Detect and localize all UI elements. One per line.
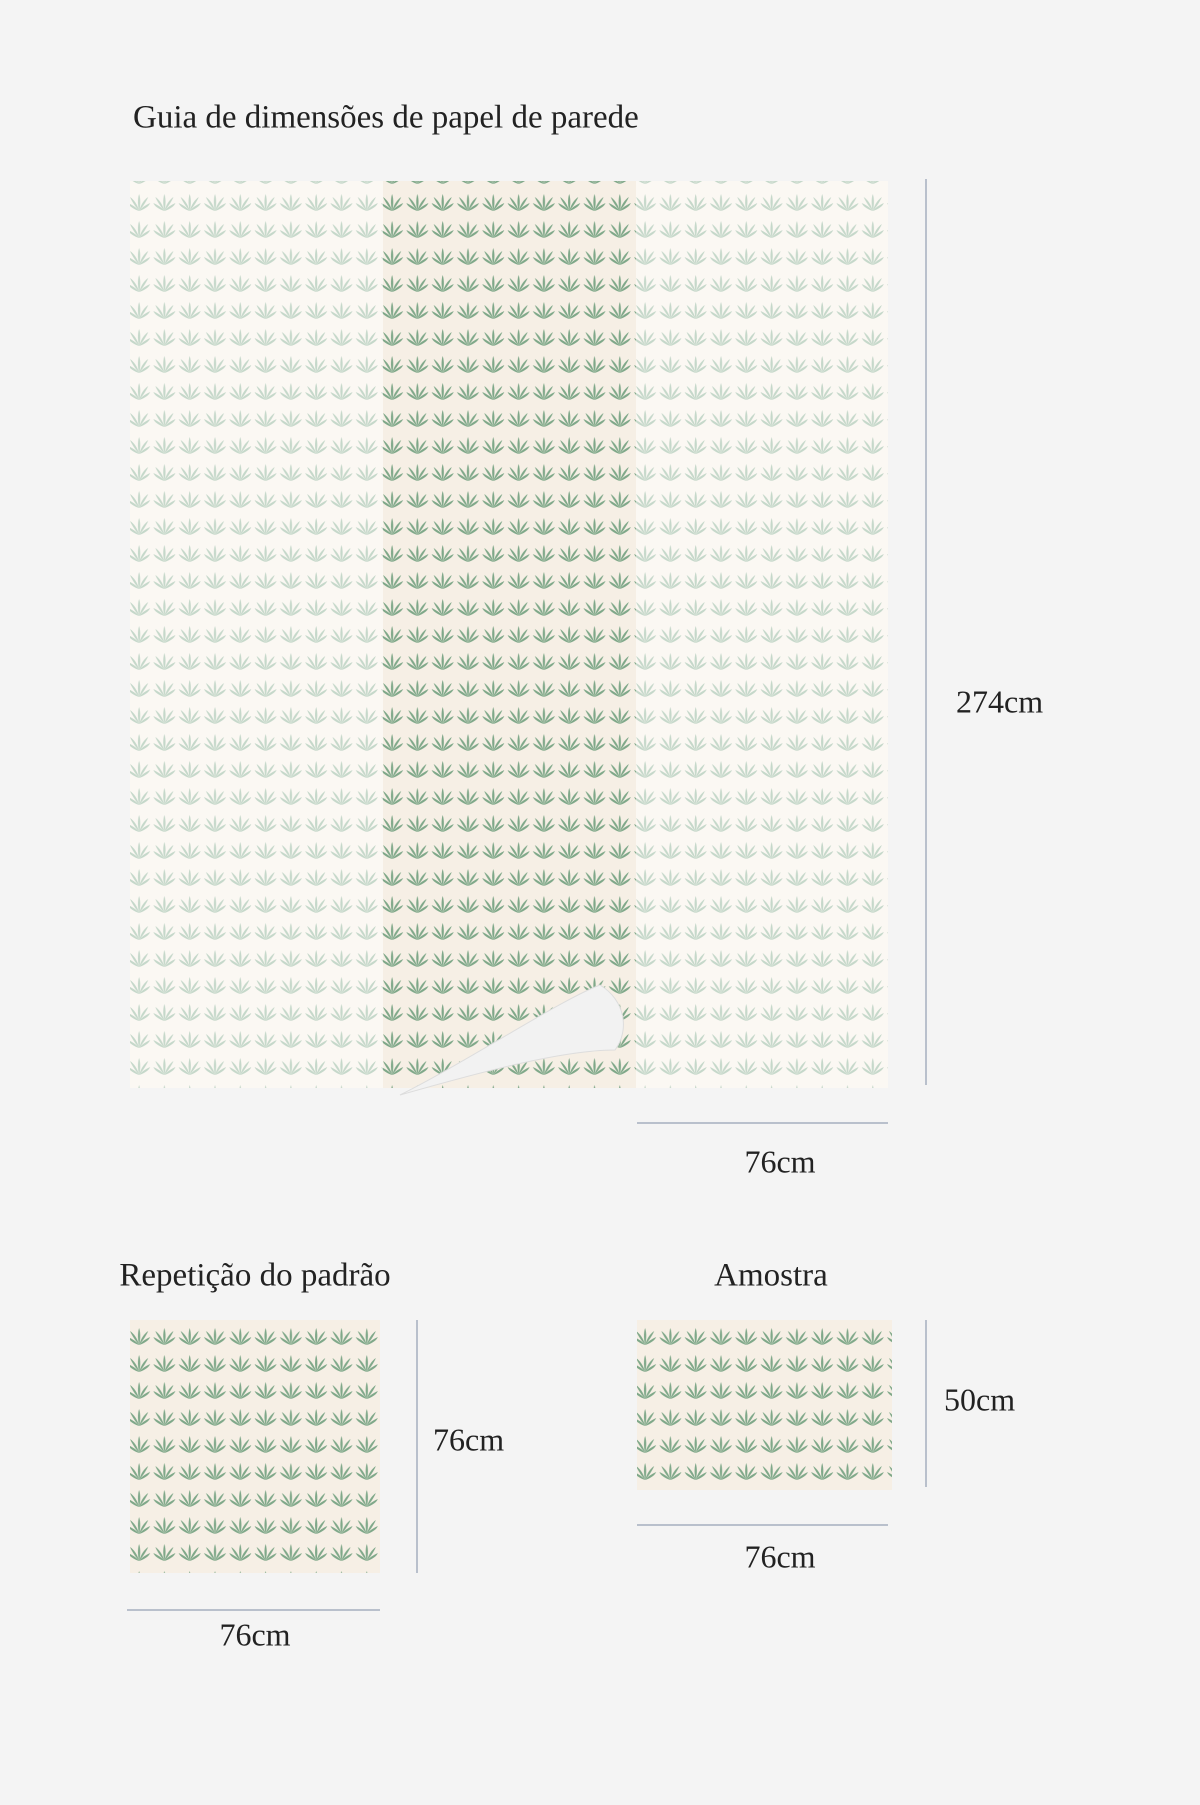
peel-corner [399, 984, 624, 1096]
repeat-title: Repetição do padrão [119, 1258, 390, 1294]
sample-title: Amostra [714, 1258, 828, 1294]
fade-left [130, 181, 383, 1088]
sample-height-label: 50cm [944, 1381, 1015, 1417]
height-label: 274cm [956, 683, 1043, 719]
title: Guia de dimensões de papel de parede [133, 100, 639, 136]
sample-preview [637, 1320, 892, 1490]
sample-width-label: 76cm [744, 1538, 815, 1574]
fade-right [636, 181, 888, 1088]
repeat-preview [130, 1320, 380, 1573]
repeat-height-label: 76cm [433, 1421, 504, 1457]
repeat-width-label: 76cm [219, 1616, 290, 1652]
width-label: 76cm [744, 1143, 815, 1179]
